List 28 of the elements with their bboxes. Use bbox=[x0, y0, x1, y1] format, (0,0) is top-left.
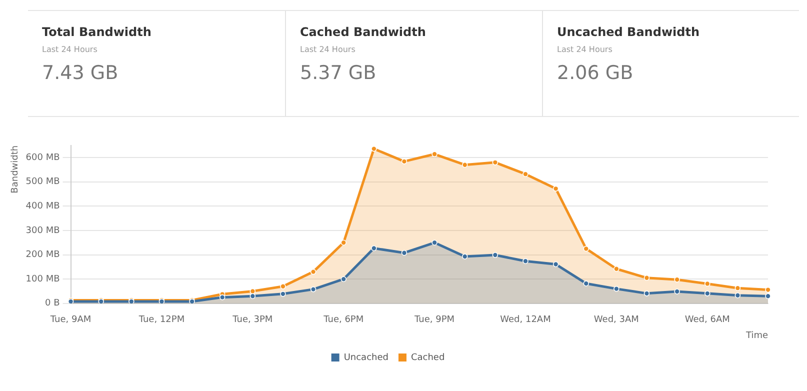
x-tick-label: Tue, 6PM bbox=[322, 315, 364, 326]
y-tick-label: 500 MB bbox=[26, 177, 60, 188]
text: Cached Bandwidth bbox=[300, 25, 427, 39]
text: Last 24 Hours bbox=[300, 45, 356, 54]
text: Last 24 Hours bbox=[557, 45, 614, 54]
y-tick-label: 600 MB bbox=[26, 152, 60, 163]
x-tick-label: Tue, 9AM bbox=[49, 315, 92, 326]
y-tick-label: 400 MB bbox=[26, 202, 60, 212]
text: Uncached Bandwidth bbox=[557, 25, 701, 39]
y-tick-label: 0 B bbox=[45, 298, 60, 309]
legend-label: Cached bbox=[410, 352, 445, 363]
y-tick-label: 200 MB bbox=[26, 250, 60, 260]
legend-label: Uncached bbox=[344, 352, 388, 363]
y-tick-label: 300 MB bbox=[26, 226, 60, 236]
x-tick-label: Wed, 3AM bbox=[594, 315, 639, 326]
y-tick-label: 100 MB bbox=[26, 274, 60, 284]
x-tick-label: Tue, 12PM bbox=[138, 315, 185, 326]
x-tick-label: Wed, 6AM bbox=[684, 315, 730, 326]
text: 5.37 GB bbox=[300, 62, 378, 84]
x-tick-label: Wed, 12AM bbox=[500, 315, 551, 326]
x-tick-label: Tue, 3PM bbox=[232, 315, 273, 326]
y-axis-title: Bandwidth bbox=[10, 145, 21, 194]
text: Total Bandwidth bbox=[42, 25, 152, 39]
x-axis-title: Time bbox=[744, 330, 768, 341]
x-tick-label: Tue, 9PM bbox=[414, 315, 455, 326]
text: 2.06 GB bbox=[557, 62, 634, 84]
text: 7.43 GB bbox=[42, 62, 120, 84]
text: Last 24 Hours bbox=[42, 45, 98, 54]
